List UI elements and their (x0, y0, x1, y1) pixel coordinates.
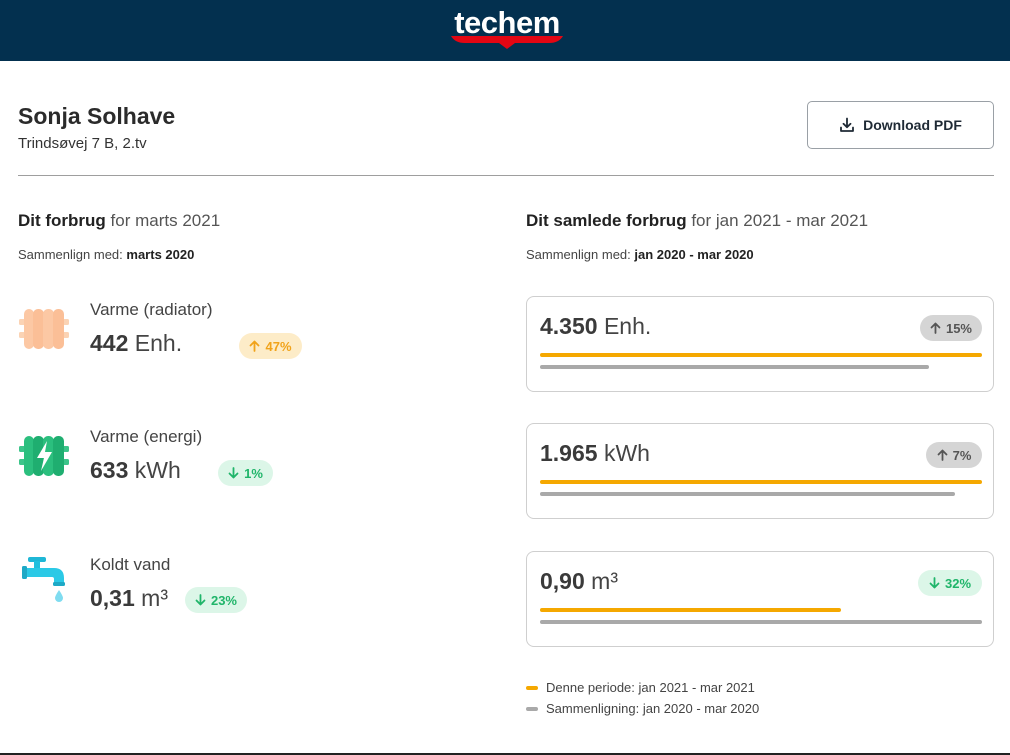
total-value-number: 1.965 (540, 440, 598, 466)
top-header: techem (0, 0, 1010, 61)
change-badge: 47% (239, 333, 302, 359)
monthly-title-period: for marts 2021 (105, 211, 221, 230)
meter-heat-energy: Varme (energi) 633 kWh 1% (18, 427, 418, 507)
total-compare-label: Sammenlign med: (526, 247, 635, 262)
current-period-bar (540, 480, 982, 484)
monthly-title-bold: Dit forbrug (18, 211, 106, 230)
divider (18, 175, 994, 176)
radiator-icon (18, 300, 70, 352)
total-title-period: for jan 2021 - mar 2021 (686, 211, 869, 230)
energy-radiator-icon (18, 427, 70, 479)
change-value: 32% (944, 575, 972, 591)
current-period-bar (540, 353, 982, 357)
arrow-down-icon (228, 467, 239, 479)
customer-name: Sonja Solhave (18, 103, 176, 129)
total-value: 4.350 Enh. (540, 313, 651, 340)
legend-swatch-current (526, 685, 538, 690)
total-value-unit: Enh. (597, 313, 652, 339)
water-tap-icon (18, 555, 70, 607)
comparison-period-bar (540, 620, 982, 624)
change-badge: 15% (920, 315, 982, 341)
meter-heat-radiator: Varme (radiator) 442 Enh. 47% (18, 300, 418, 380)
monthly-compare-label: Sammenlign med: (18, 247, 127, 262)
change-value: 7% (952, 447, 972, 463)
customer-address: Trindsøvej 7 B, 2.tv (18, 135, 147, 152)
meter-label: Koldt vand (90, 555, 171, 574)
legend-compare-label: Sammenligning: jan 2020 - mar 2020 (546, 701, 760, 716)
arrow-down-icon (929, 577, 940, 589)
arrow-down-icon (195, 594, 206, 606)
meter-value: 442 Enh. (90, 330, 182, 357)
legend-compare: Sammenligning: jan 2020 - mar 2020 (526, 701, 759, 716)
comparison-period-bar (540, 492, 955, 496)
change-value: 15% (945, 320, 972, 336)
arrow-up-icon (250, 340, 260, 352)
bottom-border (0, 753, 1010, 755)
download-icon (840, 117, 855, 132)
download-pdf-label: Download PDF (863, 117, 962, 133)
total-card-heat-radiator: 4.350 Enh. 15% (526, 296, 994, 392)
logo-text: techem (454, 5, 560, 40)
total-compare-value: jan 2020 - mar 2020 (634, 247, 754, 262)
total-value-unit: kWh (597, 440, 650, 466)
total-value: 0,90 m³ (540, 568, 618, 595)
meter-cold-water: Koldt vand 0,31 m³ 23% (18, 555, 418, 635)
comparison-period-bar (540, 365, 929, 369)
current-period-bar (540, 608, 841, 612)
meter-value-number: 0,31 (90, 585, 135, 611)
total-value-number: 4.350 (540, 313, 598, 339)
monthly-compare-value: marts 2020 (126, 247, 195, 262)
meter-value-unit: m³ (134, 585, 168, 611)
total-card-cold-water: 0,90 m³ 32% (526, 551, 994, 647)
logo-swoosh-icon (451, 36, 563, 49)
legend-current: Denne periode: jan 2021 - mar 2021 (526, 680, 755, 695)
change-value: 23% (210, 592, 237, 608)
change-value: 1% (244, 465, 263, 481)
change-badge: 1% (218, 460, 273, 486)
total-value-number: 0,90 (540, 568, 585, 594)
monthly-compare: Sammenlign med: marts 2020 (18, 247, 194, 262)
arrow-up-icon (930, 322, 941, 334)
meter-value-unit: Enh. (128, 330, 183, 356)
meter-value-number: 442 (90, 330, 129, 356)
monthly-section-title: Dit forbrug for marts 2021 (18, 211, 220, 231)
meter-value-unit: kWh (128, 457, 181, 483)
meter-label: Varme (energi) (90, 427, 203, 446)
total-value: 1.965 kWh (540, 440, 650, 467)
total-card-heat-energy: 1.965 kWh 7% (526, 423, 994, 519)
meter-value: 0,31 m³ (90, 585, 168, 612)
change-badge: 7% (926, 442, 982, 468)
legend-current-label: Denne periode: jan 2021 - mar 2021 (546, 680, 755, 695)
total-title-bold: Dit samlede forbrug (526, 211, 687, 230)
arrow-up-icon (937, 449, 947, 461)
meter-value: 633 kWh (90, 457, 181, 484)
total-compare: Sammenlign med: jan 2020 - mar 2020 (526, 247, 754, 262)
meter-label: Varme (radiator) (90, 300, 213, 319)
meter-value-number: 633 (90, 457, 129, 483)
legend-swatch-compare (526, 706, 538, 711)
techem-logo[interactable]: techem (447, 6, 567, 50)
change-value: 47% (265, 338, 292, 354)
total-value-unit: m³ (584, 568, 618, 594)
total-section-title: Dit samlede forbrug for jan 2021 - mar 2… (526, 211, 868, 231)
download-pdf-button[interactable]: Download PDF (807, 101, 994, 149)
change-badge: 32% (918, 570, 982, 596)
change-badge: 23% (185, 587, 247, 613)
